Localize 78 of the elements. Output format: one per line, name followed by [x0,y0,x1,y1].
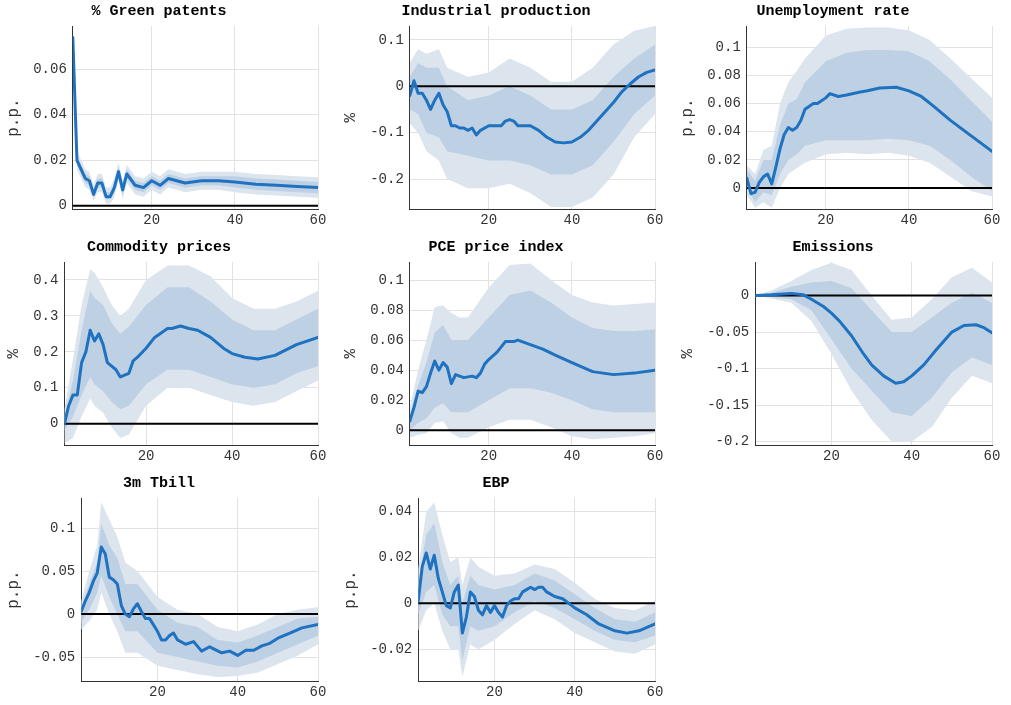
chart-title: Unemployment rate [756,2,910,20]
x-tick-label: 20 [817,212,835,229]
y-tick-label: 0 [740,287,750,304]
x-tick-label: 40 [563,448,581,465]
x-tick-label: 20 [480,212,498,229]
y-tick-label: 0 [58,197,67,214]
y-tick-label: -0.15 [707,396,750,413]
x-tick-label: 40 [229,684,247,701]
x-tick-label: 60 [646,212,664,229]
x-tick-label: 60 [309,684,327,701]
y-tick-label: 0.1 [378,271,404,288]
chart-title: EBP [482,474,510,492]
x-tick-label: 40 [900,212,918,229]
x-tick-label: 40 [566,684,584,701]
y-tick-label: 0.4 [33,271,59,288]
y-axis-title: p.p. [341,570,360,609]
y-tick-label: 0.08 [707,67,741,84]
y-tick-label: 0 [395,78,404,94]
y-tick-label: 0.06 [33,60,67,77]
y-tick-label: 0.2 [33,343,59,360]
y-tick-label: -0.2 [370,170,404,187]
y-tick-label: 0 [395,421,404,438]
y-axis-title: p.p. [4,98,23,137]
y-tick-label: -0.05 [33,648,76,665]
x-tick-label: 60 [983,212,1001,229]
y-tick-label: 0.02 [378,549,413,566]
chart-title: 3m Tbill [122,474,196,492]
y-tick-label: 0.1 [49,519,76,536]
y-tick-label: 0.05 [41,562,76,579]
x-tick-label: 20 [823,448,840,465]
x-tick-label: 60 [983,448,1001,465]
y-tick-label: 0.08 [370,301,404,318]
y-tick-label: -0.2 [715,433,750,450]
x-tick-label: 20 [486,684,503,701]
y-tick-label: 0.02 [370,391,404,408]
x-tick-label: 20 [137,448,155,465]
y-tick-label: -0.02 [370,640,413,657]
y-axis-title: % [678,348,697,359]
x-tick-label: 40 [563,212,581,229]
y-tick-label: 0.02 [707,151,741,168]
y-tick-label: -0.05 [707,323,750,340]
y-tick-label: 0.02 [33,151,67,168]
x-tick-label: 60 [646,448,664,465]
y-tick-label: 0.1 [378,31,404,48]
y-tick-label: 0 [403,595,413,612]
chart-title: PCE price index [428,238,564,256]
y-tick-label: 0.04 [707,123,741,140]
chart-title: Industrial production [401,2,591,20]
x-tick-label: 40 [223,448,241,465]
y-tick-label: 0.04 [33,106,67,123]
x-tick-label: 40 [903,448,921,465]
chart-title: % Green patents [91,2,227,20]
y-axis-title: p.p. [678,98,697,137]
x-tick-label: 60 [646,684,664,701]
y-tick-label: 0.06 [707,95,741,112]
y-tick-label: -0.1 [715,360,750,377]
chart-title: Commodity prices [86,238,232,256]
y-axis-title: % [341,348,360,359]
y-tick-label: 0.1 [715,38,741,55]
x-tick-label: 60 [309,212,327,229]
y-axis-title: p.p. [4,570,23,609]
y-tick-label: -0.1 [370,124,404,141]
y-tick-label: 0.04 [370,361,404,378]
x-tick-label: 60 [309,448,327,465]
y-tick-label: 0.06 [370,331,404,348]
y-tick-label: 0.1 [33,379,59,396]
y-tick-label: 0 [732,179,741,196]
y-axis-title: % [341,112,360,123]
x-tick-label: 20 [149,684,166,701]
x-tick-label: 40 [226,212,244,229]
y-tick-label: 0.04 [378,503,413,520]
y-axis-title: % [4,348,23,359]
y-tick-label: 0.3 [33,307,59,324]
x-tick-label: 20 [480,448,498,465]
y-tick-label: 0 [50,415,59,432]
x-tick-label: 20 [143,212,161,229]
y-tick-label: 0 [66,605,76,622]
chart-title: Emissions [792,238,874,256]
